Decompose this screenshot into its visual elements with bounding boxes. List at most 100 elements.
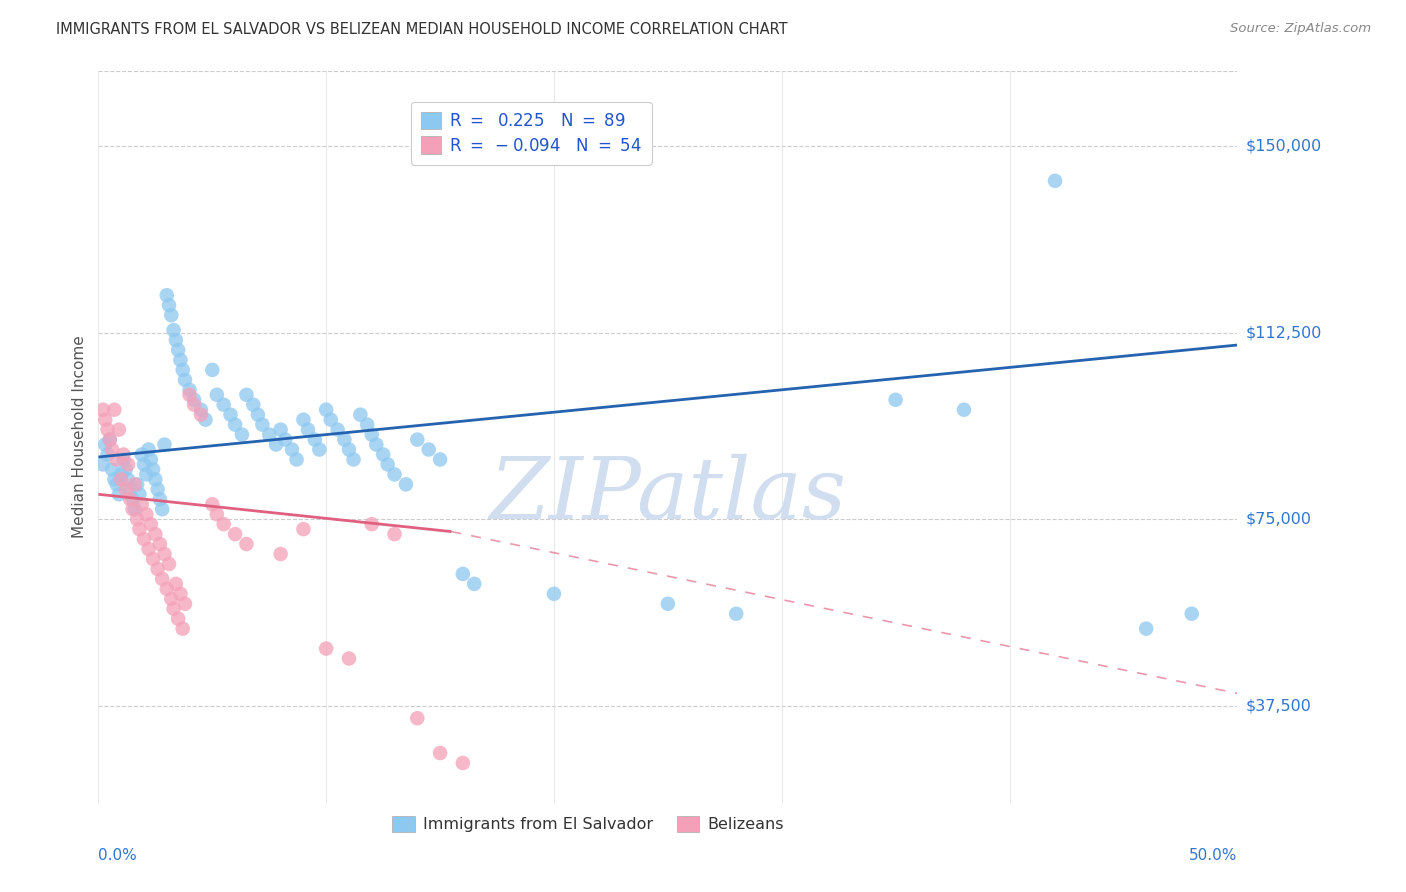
Point [127,512,149,526]
Point [153,547,176,561]
Point [138,442,160,457]
Point [429,746,451,760]
Point [235,388,257,402]
Point [98,433,121,447]
Point [165,333,187,347]
Point [315,402,337,417]
Point [360,517,382,532]
Point [349,408,371,422]
Text: ZIPatlas: ZIPatlas [489,454,846,537]
Point [156,288,179,302]
Point [120,492,142,507]
Point [103,472,125,486]
Point [157,557,180,571]
Point [205,388,228,402]
Point [135,467,157,482]
Point [725,607,748,621]
Point [342,452,364,467]
Point [172,622,194,636]
Point [145,472,167,486]
Point [156,582,179,596]
Point [110,472,132,486]
Point [366,437,388,451]
Point [160,591,183,606]
Point [308,442,330,457]
Point [117,472,139,486]
Point [174,597,197,611]
Point [138,542,160,557]
Point [179,388,201,402]
Point [153,437,176,451]
Point [231,427,253,442]
Point [127,477,149,491]
Point [953,402,976,417]
Y-axis label: Median Household Income: Median Household Income [72,335,87,539]
Point [112,452,135,467]
Point [315,641,337,656]
Point [112,448,135,462]
Point [162,323,184,337]
Point [114,462,136,476]
Point [120,483,142,497]
Point [224,417,246,432]
Point [96,448,118,462]
Point [162,601,184,615]
Point [235,537,257,551]
Point [139,517,162,532]
Text: 50.0%: 50.0% [1189,847,1237,863]
Point [190,408,212,422]
Point [94,437,117,451]
Point [172,363,194,377]
Text: $37,500: $37,500 [1246,698,1312,714]
Text: IMMIGRANTS FROM EL SALVADOR VS BELIZEAN MEDIAN HOUSEHOLD INCOME CORRELATION CHAR: IMMIGRANTS FROM EL SALVADOR VS BELIZEAN … [56,22,787,37]
Point [142,462,165,476]
Point [270,423,292,437]
Point [246,408,269,422]
Point [429,452,451,467]
Point [1043,174,1066,188]
Point [124,502,146,516]
Point [333,433,356,447]
Point [91,458,114,472]
Point [165,577,187,591]
Text: 0.0%: 0.0% [98,847,138,863]
Point [463,577,485,591]
Point [121,502,143,516]
Point [884,392,907,407]
Legend: Immigrants from El Salvador, Belizeans: Immigrants from El Salvador, Belizeans [387,809,790,838]
Point [285,452,308,467]
Point [384,527,406,541]
Point [274,433,297,447]
Point [139,452,162,467]
Point [264,437,287,451]
Point [657,597,679,611]
Point [149,537,172,551]
Point [167,612,190,626]
Point [174,373,197,387]
Point [114,483,136,497]
Point [145,527,167,541]
Point [98,433,121,447]
Point [157,298,180,312]
Point [406,433,429,447]
Point [149,492,172,507]
Point [371,448,394,462]
Point [406,711,429,725]
Point [167,343,190,357]
Point [319,412,342,426]
Point [224,527,246,541]
Point [1135,622,1157,636]
Point [356,417,378,432]
Point [326,423,349,437]
Point [451,756,474,770]
Point [418,442,440,457]
Point [105,452,128,467]
Point [160,308,183,322]
Point [105,477,128,491]
Point [337,442,360,457]
Point [252,417,274,432]
Point [179,383,201,397]
Point [201,497,224,511]
Point [108,423,131,437]
Point [219,408,242,422]
